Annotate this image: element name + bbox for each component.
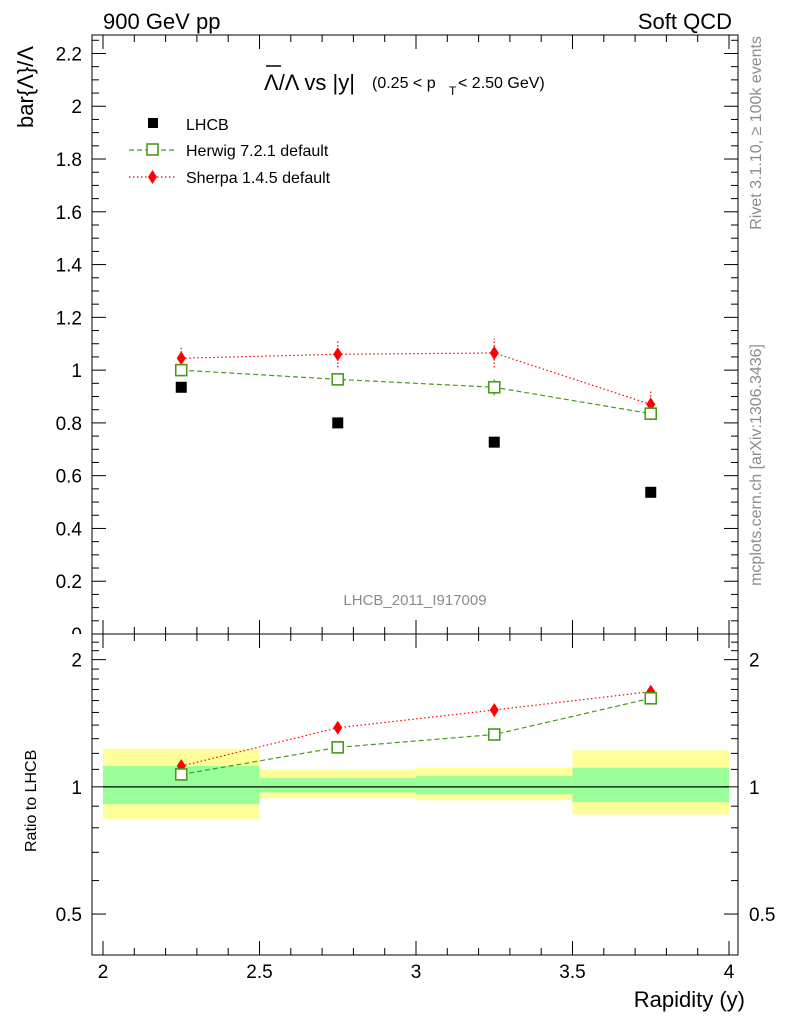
main-ytick-label: 1 — [71, 361, 82, 382]
ratio-frame — [91, 633, 739, 956]
main-ytick-label: 0.4 — [56, 519, 83, 540]
title-range-close: < 2.50 GeV) — [458, 75, 545, 92]
ratio-herwig-point — [331, 741, 345, 754]
ratio-sherpa-point — [333, 720, 343, 735]
main-ytick-label: 1.4 — [56, 256, 83, 277]
ratio-ytick-label-left: 0.5 — [56, 905, 82, 926]
main-ytick-label: 0.8 — [56, 414, 82, 435]
ratio-ytick-label-right: 2 — [749, 651, 760, 672]
herwig-point — [331, 373, 345, 386]
xtick-label: 2.5 — [246, 962, 272, 983]
title-main: Λ/Λ vs |y| — [264, 70, 355, 95]
xtick-label: 2 — [98, 962, 109, 983]
mcplots-label: mcplots.cern.ch [arXiv:1306.3436] — [748, 344, 765, 586]
ratio-ytick-label-right: 0.5 — [749, 905, 775, 926]
ratio-herwig-point — [644, 692, 658, 705]
legend-marker-herwig — [146, 143, 159, 156]
ratio-sherpa-line — [181, 691, 651, 767]
lhcb-point — [645, 486, 657, 498]
ratio-plot: 0.5 0.5 1 1 2 2 2 2.5 3 3.5 4 — [56, 633, 775, 983]
main-ytick-label: 1.6 — [56, 203, 82, 224]
legend-label-herwig: Herwig 7.2.1 default — [186, 143, 329, 160]
ratio-band-green — [572, 767, 729, 803]
legend-marker-sherpa — [148, 170, 157, 184]
main-ylabel: bar{Λ}/Λ — [13, 46, 38, 128]
sherpa-point — [333, 347, 343, 362]
main-ytick-label: 0.2 — [56, 572, 82, 593]
lhcb-point — [175, 381, 187, 393]
main-ytick-label: 1.2 — [56, 308, 82, 329]
main-ytick-label: 2.2 — [56, 44, 82, 65]
legend-label-sherpa: Sherpa 1.4.5 default — [186, 170, 331, 187]
legend-marker-lhcb — [148, 118, 158, 128]
lhcb-point — [488, 436, 500, 448]
herwig-point — [487, 380, 501, 394]
legend: LHCB Herwig 7.2.1 default Sherpa 1.4.5 d… — [129, 117, 331, 187]
ratio-ytick-label-left: 2 — [71, 651, 82, 672]
title-subscript: T — [449, 84, 457, 98]
main-ytick-label: 0.6 — [56, 467, 82, 488]
xaxis-label: Rapidity (y) — [634, 987, 745, 1012]
sherpa-point — [176, 351, 186, 366]
ratio-ytick-label-right: 1 — [749, 778, 760, 799]
header-left: 900 GeV pp — [103, 9, 220, 34]
herwig-line — [181, 369, 651, 415]
header-right: Soft QCD — [638, 9, 732, 34]
ratio-band-green — [416, 776, 573, 795]
ratio-ylabel: Ratio to LHCB — [23, 750, 40, 852]
ratio-sherpa-point — [489, 703, 499, 718]
title-range-open: (0.25 < p — [372, 75, 436, 92]
lhcb-point — [332, 417, 344, 429]
analysis-watermark: LHCB_2011_I917009 — [343, 592, 486, 609]
sherpa-line — [181, 352, 651, 405]
sherpa-point — [489, 345, 499, 360]
xtick-label: 3 — [411, 962, 422, 983]
main-ytick-label: 1.8 — [56, 150, 82, 171]
herwig-point — [174, 363, 188, 377]
ratio-herwig-point — [487, 728, 501, 741]
herwig-point — [644, 407, 658, 420]
main-ytick-label-zero: 0 — [71, 625, 82, 646]
main-ytick-label: 2 — [71, 97, 82, 118]
ratio-herwig-point — [174, 768, 188, 781]
ratio-ytick-label-left: 1 — [71, 778, 82, 799]
legend-label-lhcb: LHCB — [186, 117, 229, 134]
rivet-label: Rivet 3.1.10, ≥ 100k events — [748, 36, 765, 230]
xtick-label: 4 — [724, 962, 735, 983]
ratio-band-green — [259, 777, 416, 793]
ratio-herwig-line — [181, 697, 651, 776]
xtick-label: 3.5 — [559, 962, 585, 983]
main-title: Λ/Λ vs |y| (0.25 < p T < 2.50 GeV) — [264, 65, 545, 98]
